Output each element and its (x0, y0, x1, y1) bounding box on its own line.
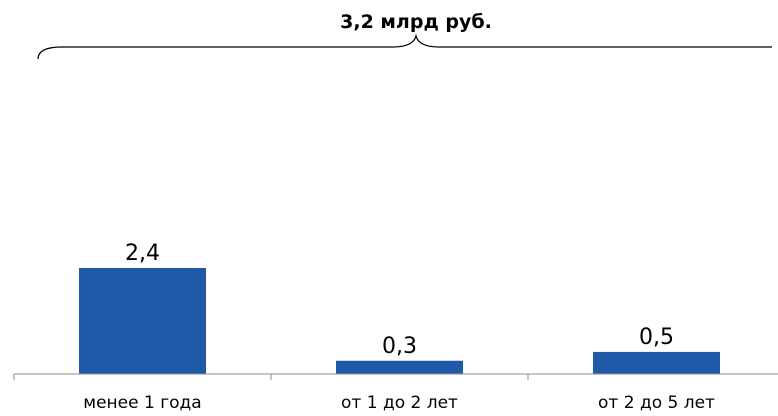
x-ticks-group (13, 374, 529, 380)
bar (79, 268, 206, 374)
chart-title: 3,2 млрд руб. (340, 11, 492, 33)
x-tick-label: от 2 до 5 лет (598, 393, 715, 412)
x-labels-group: менее 1 года от 1 до 2 лет от 2 до 5 лет (83, 393, 715, 413)
value-labels-group: 2,4 0,3 0,5 (125, 241, 674, 359)
x-tick-label: от 1 до 2 лет (341, 393, 458, 412)
x-tick-label: менее 1 года (83, 393, 201, 412)
bar-value-label: 0,5 (639, 325, 674, 350)
bars-group (79, 268, 720, 374)
bar (593, 351, 720, 374)
total-brace (37, 33, 772, 60)
bar-value-label: 2,4 (125, 241, 160, 266)
bar (336, 360, 463, 374)
bar-value-label: 0,3 (382, 334, 417, 359)
